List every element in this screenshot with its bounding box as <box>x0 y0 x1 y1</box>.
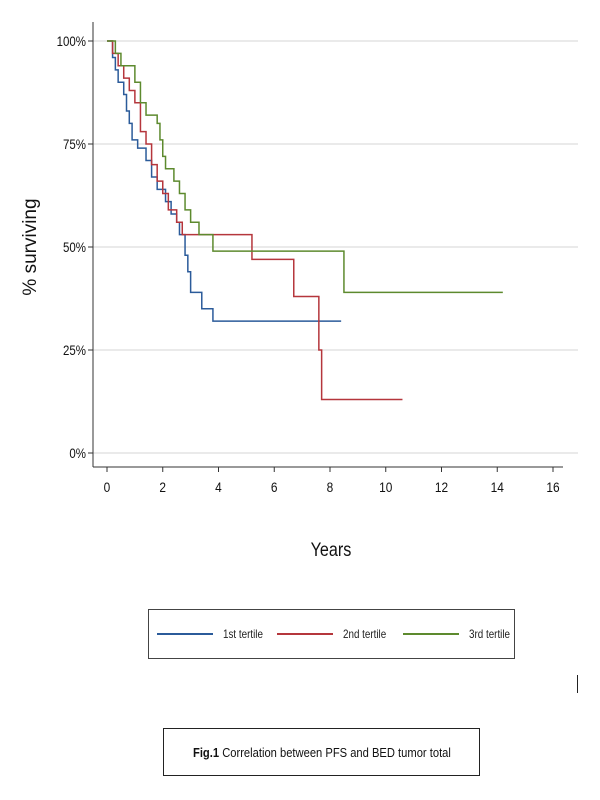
x-tick-label-1: 2 <box>159 479 166 495</box>
caption-prefix: Fig.1 <box>192 744 219 760</box>
legend-label-3: 3rd tertile <box>469 627 511 641</box>
y-tick-label-0: 0% <box>69 445 86 461</box>
caption-text: Fig.1 Correlation between PFS and BED tu… <box>193 745 451 760</box>
series-line-3 <box>107 40 503 294</box>
figure-caption: Fig.1 Correlation between PFS and BED tu… <box>163 728 480 776</box>
x-tick-label-4: 8 <box>327 479 334 495</box>
x-tick-label-2: 4 <box>215 479 222 495</box>
legend: 1st tertile 2nd tertile 3rd tertile <box>148 609 515 659</box>
y-tick-label-3: 75% <box>63 136 86 152</box>
legend-swatch-2 <box>277 633 333 635</box>
x-tick-label-0: 0 <box>104 479 111 495</box>
series-line-2 <box>107 40 403 401</box>
x-tick-label-6: 12 <box>435 479 448 495</box>
caption-body: Correlation between PFS and BED tumor to… <box>218 744 451 760</box>
x-tick-label-7: 14 <box>491 479 504 495</box>
series-lines <box>107 40 503 401</box>
y-axis-label: % surviving <box>20 198 41 295</box>
edge-mark <box>577 675 578 693</box>
x-tick-label-5: 10 <box>379 479 392 495</box>
series-line-1 <box>107 40 342 322</box>
legend-item-3: 3rd tertile <box>403 627 519 641</box>
y-tick-label-1: 25% <box>63 342 86 358</box>
survival-chart: 0% 25% 50% 75% 100% 0 2 4 6 8 10 12 14 16 % surviving… <box>20 22 578 561</box>
legend-label-1: 1st tertile <box>223 627 263 641</box>
legend-label-2: 2nd tertile <box>343 627 387 641</box>
x-tick-label-3: 6 <box>271 479 278 495</box>
x-axis-label: Years <box>311 539 352 561</box>
legend-swatch-3 <box>403 633 459 635</box>
legend-item-2: 2nd tertile <box>277 627 396 641</box>
x-tick-label-8: 16 <box>546 479 559 495</box>
y-tick-label-2: 50% <box>63 239 86 255</box>
legend-swatch-1 <box>157 633 213 635</box>
y-tick-label-4: 100% <box>57 33 86 49</box>
gridlines <box>93 40 578 454</box>
legend-item-1: 1st tertile <box>157 627 272 641</box>
axes: 0% 25% 50% 75% 100% 0 2 4 6 8 10 12 14 16 <box>57 22 563 495</box>
